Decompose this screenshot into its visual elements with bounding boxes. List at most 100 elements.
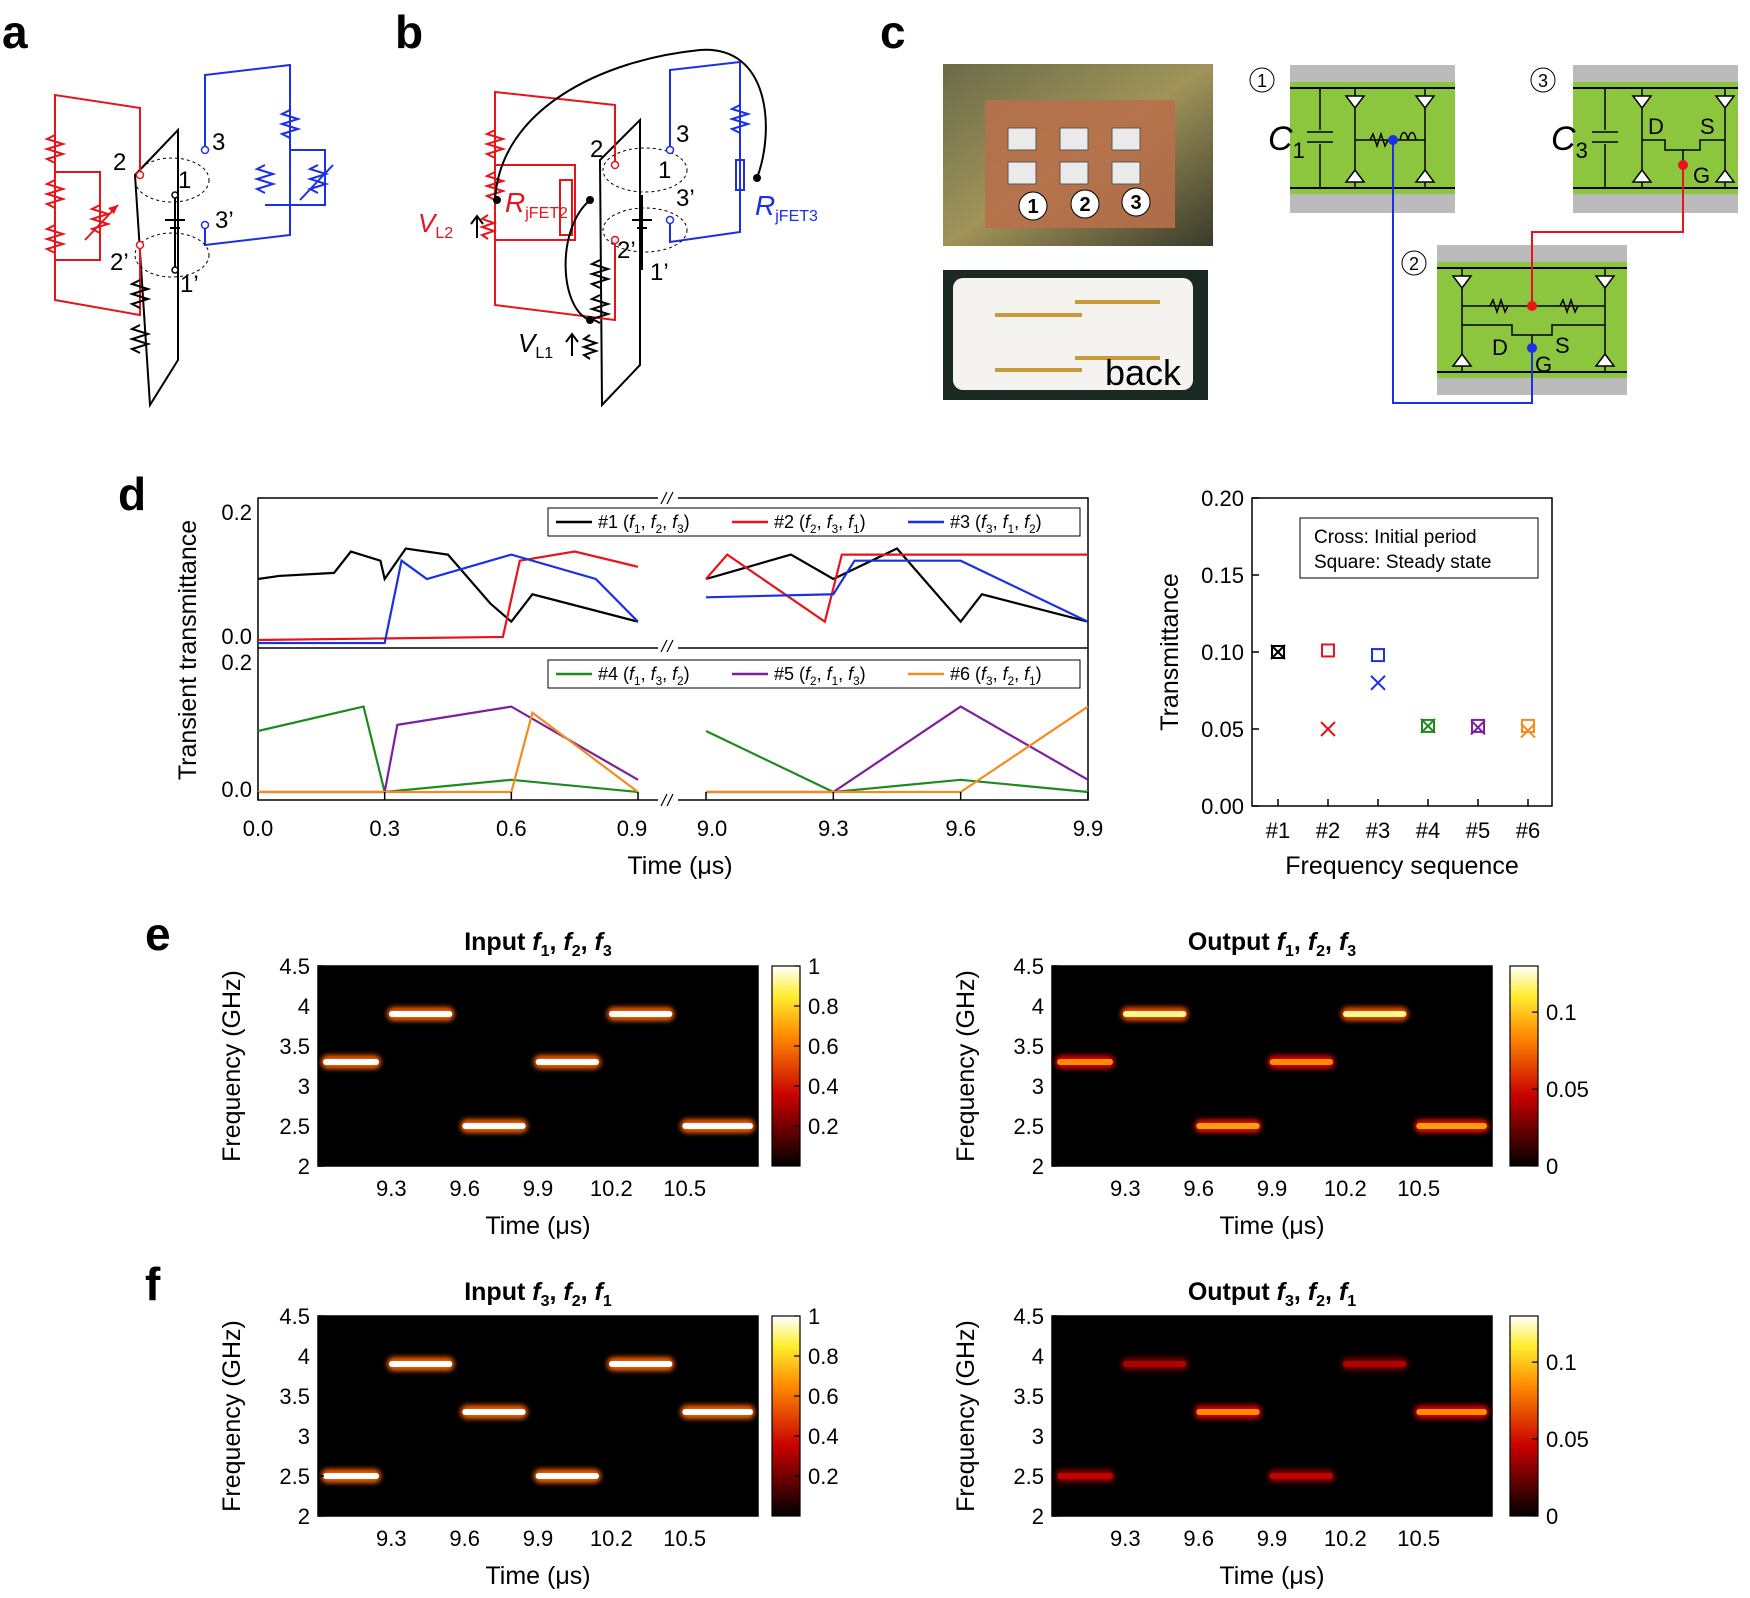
heatmap-xlabel-f_input: Time (μs) bbox=[485, 1562, 590, 1590]
series-line-bottom-2-b bbox=[706, 705, 1089, 794]
scatter-square-#2 bbox=[1321, 643, 1335, 658]
circuit-a-node-1p: 1’ bbox=[180, 271, 199, 298]
circuit-a-red-resistor-3 bbox=[43, 224, 67, 254]
heatmap-ytick-label-e_output-5: 4.5 bbox=[1013, 954, 1044, 979]
label-rjfet3: RjFET3 bbox=[755, 190, 818, 225]
legend-label-#3: #3 (f3, f1, f2) bbox=[950, 512, 1042, 536]
module-3-board bbox=[1573, 82, 1738, 194]
module-2-pin-g: G bbox=[1535, 352, 1552, 377]
colorbar-tick-label-f_input-4: 1 bbox=[808, 1304, 820, 1329]
pulse-e_input-4 bbox=[607, 1007, 675, 1021]
pulse-f_output-2 bbox=[1194, 1405, 1262, 1419]
heatmap-xtick-label-e_input-4: 10.5 bbox=[663, 1176, 706, 1201]
d-left-xlabel: Time (μs) bbox=[627, 852, 732, 880]
circuit-b-red-resistor-2 bbox=[483, 171, 507, 201]
circuit-a-black-resistor-2 bbox=[128, 324, 152, 354]
heatmap-ytick-label-f_output-3: 3.5 bbox=[1013, 1384, 1044, 1409]
heatmap-ytick-label-f_input-2: 3 bbox=[298, 1424, 310, 1449]
heatmap-title-e_output: Output f1, f2, f3 bbox=[1188, 928, 1356, 960]
scatter-xtick-label-4: #5 bbox=[1466, 818, 1490, 843]
module-number-2: 2 bbox=[1409, 254, 1419, 274]
vl2-arrow-icon bbox=[470, 214, 484, 238]
pulse-e_output-3 bbox=[1267, 1055, 1335, 1069]
scatter-cross-#3 bbox=[1370, 675, 1386, 691]
colorbar-tick-label-f_input-3: 0.8 bbox=[808, 1344, 839, 1369]
series-line-top-2-a bbox=[258, 553, 639, 645]
series-line-top-0-a bbox=[257, 547, 639, 624]
label-c1: C1 bbox=[1268, 120, 1305, 163]
pulse-f_output-0 bbox=[1055, 1469, 1115, 1483]
scatter-xlabel: Frequency sequence bbox=[1285, 852, 1518, 880]
label-c3: C3 bbox=[1551, 120, 1588, 163]
scatter-square-#3 bbox=[1371, 648, 1385, 663]
blue-interconnect-wire bbox=[1392, 140, 1533, 404]
series-line-top-1-b bbox=[705, 553, 1088, 624]
heatmap-f_output: Output f3, f2, f1 2 2.5 3 3.5 4 4.5 9.3 9.6 9.9 10… bbox=[952, 1278, 1589, 1590]
pulse-f_input-0 bbox=[321, 1469, 381, 1483]
photo-number-1: 1 bbox=[1027, 196, 1038, 218]
panel-c: 1 2 3 back C1 1 bbox=[943, 64, 1738, 404]
label-vl1: VL1 bbox=[518, 328, 553, 362]
scatter-square-#1 bbox=[1271, 645, 1285, 659]
panel-label-f: f bbox=[145, 1258, 161, 1310]
circuit-b-node-1p: 1’ bbox=[650, 259, 669, 286]
colorbar-tick-label-f_output-0: 0 bbox=[1546, 1504, 1558, 1529]
transmittance-scatter-chart: 0.00 0.05 0.10 0.15 0.20 #1 #2 #3 #4 #5 #6 Cross: … bbox=[1156, 486, 1553, 880]
heatmap-ytick-label-f_output-0: 2 bbox=[1032, 1504, 1044, 1529]
pulse-f_input-1 bbox=[387, 1357, 455, 1371]
pulse-f_output-1 bbox=[1121, 1357, 1189, 1371]
circuit-a-red-resistor-2 bbox=[43, 179, 67, 209]
heatmap-xtick-label-e_input-1: 9.6 bbox=[449, 1176, 480, 1201]
d-bottom-ytick-0.2: 0.2 bbox=[221, 650, 252, 675]
heatmap-ytick-label-f_input-4: 4 bbox=[298, 1344, 310, 1369]
circuit-b-red-resistor-1 bbox=[483, 129, 507, 159]
heatmap-xtick-label-e_output-1: 9.6 bbox=[1183, 1176, 1214, 1201]
heatmap-xtick-label-f_output-2: 9.9 bbox=[1257, 1526, 1288, 1551]
red-interconnect-wire bbox=[1531, 165, 1684, 306]
heatmap-ytick-label-e_input-0: 2 bbox=[298, 1154, 310, 1179]
pulse-e_input-3 bbox=[533, 1055, 601, 1069]
colorbar-f_output bbox=[1509, 1315, 1539, 1517]
heatmap-xtick-label-e_output-3: 10.2 bbox=[1324, 1176, 1367, 1201]
series-line-bottom-1-b bbox=[706, 705, 1089, 794]
circuit-a-black-plane bbox=[133, 127, 179, 409]
colorbar-tick-label-f_input-2: 0.6 bbox=[808, 1384, 839, 1409]
pulse-f_output-5 bbox=[1414, 1405, 1489, 1419]
d-bottom-ytick-0.0: 0.0 bbox=[221, 777, 252, 802]
module-3-pin-d: D bbox=[1648, 114, 1664, 139]
d-xtick-label-2: 0.6 bbox=[496, 816, 527, 841]
circuit-b-red-jfet bbox=[559, 179, 573, 236]
heatmap-xtick-label-f_output-0: 9.3 bbox=[1110, 1526, 1141, 1551]
scatter-ytick-label-4: 0.20 bbox=[1201, 486, 1244, 511]
heatmap-ytick-label-f_output-2: 3 bbox=[1032, 1424, 1044, 1449]
heatmap-xtick-label-f_input-4: 10.5 bbox=[663, 1526, 706, 1551]
scatter-xtick-label-1: #2 bbox=[1316, 818, 1340, 843]
heatmap-ytick-label-e_input-4: 4 bbox=[298, 994, 310, 1019]
scatter-ytick-label-1: 0.05 bbox=[1201, 717, 1244, 742]
d-xtick-label-3: 0.9 bbox=[617, 816, 648, 841]
legend-label-#2: #2 (f2, f3, f1) bbox=[774, 512, 866, 536]
heatmap-ytick-label-f_output-1: 2.5 bbox=[1013, 1464, 1044, 1489]
series-line-top-1-a bbox=[257, 550, 639, 642]
heatmap-ytick-label-e_input-2: 3 bbox=[298, 1074, 310, 1099]
d-xtick-label-7: 9.9 bbox=[1073, 816, 1104, 841]
heatmap-xtick-label-f_output-3: 10.2 bbox=[1324, 1526, 1367, 1551]
pulse-e_input-2 bbox=[460, 1119, 528, 1133]
colorbar-tick-label-e_output-0: 0 bbox=[1546, 1154, 1558, 1179]
heatmap-ytick-label-e_output-4: 4 bbox=[1032, 994, 1044, 1019]
pulse-e_input-5 bbox=[680, 1119, 755, 1133]
heatmap-xtick-label-f_output-1: 9.6 bbox=[1183, 1526, 1214, 1551]
panel-label-d: d bbox=[118, 468, 146, 520]
circuit-a-node-3: 3 bbox=[212, 129, 225, 156]
heatmap-title-f_input: Input f3, f2, f1 bbox=[464, 1278, 612, 1310]
heatmap-xtick-label-e_input-3: 10.2 bbox=[590, 1176, 633, 1201]
heatmap-xtick-label-e_output-4: 10.5 bbox=[1397, 1176, 1440, 1201]
d-xtick-label-6: 9.6 bbox=[945, 816, 976, 841]
scatter-xtick-label-3: #4 bbox=[1416, 818, 1440, 843]
label-vl2: VL2 bbox=[418, 208, 453, 242]
circuit-b-node-1: 1 bbox=[658, 157, 671, 184]
colorbar-tick-label-f_output-1: 0.05 bbox=[1546, 1427, 1589, 1452]
heatmap-title-f_output: Output f3, f2, f1 bbox=[1188, 1278, 1356, 1310]
